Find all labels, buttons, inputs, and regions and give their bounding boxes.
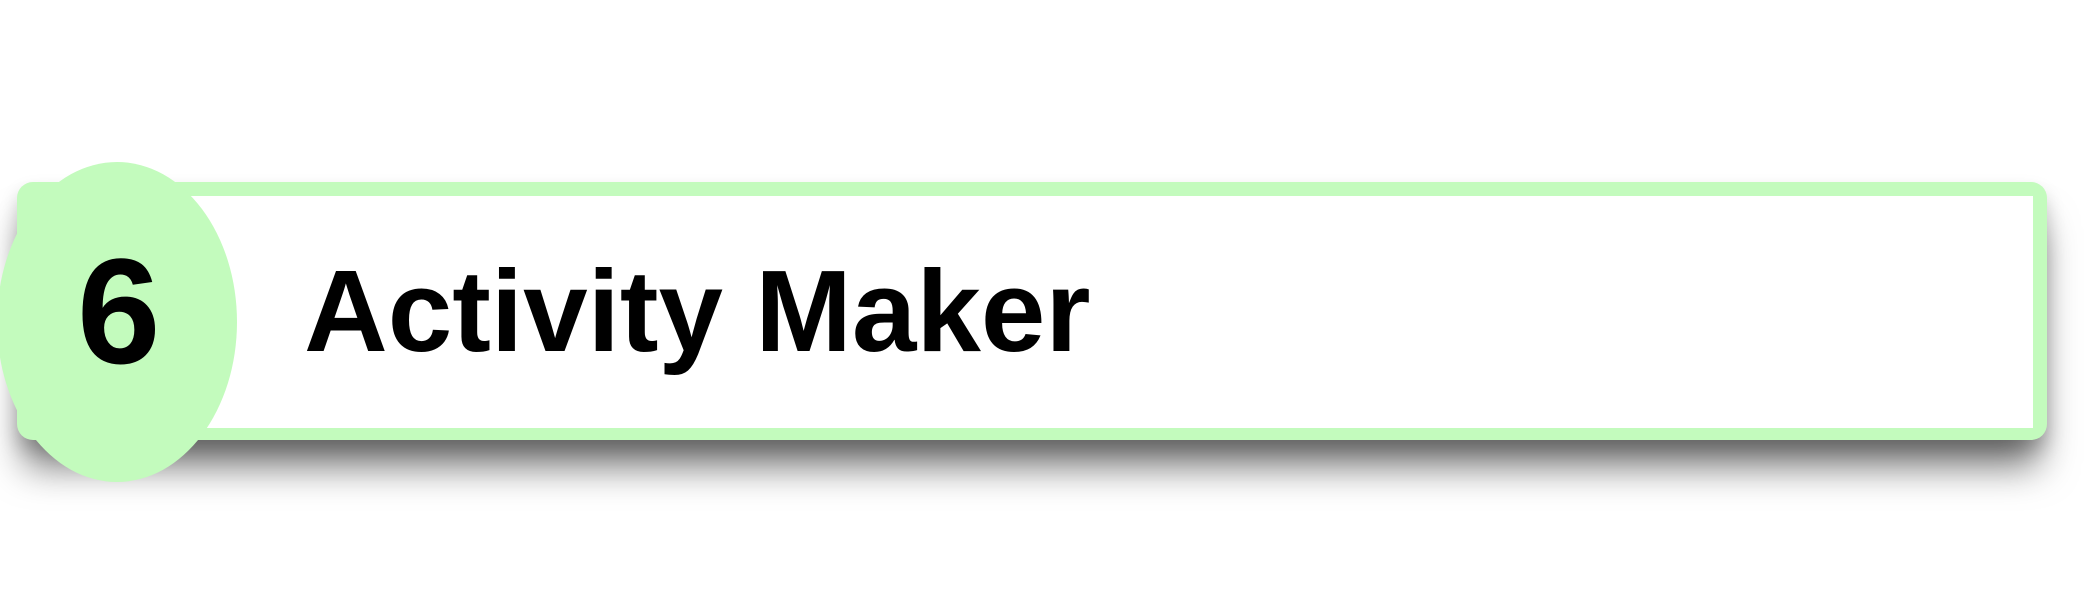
section-banner: 6 Activity Maker: [0, 162, 2047, 482]
number-badge: [0, 162, 237, 482]
section-title: Activity Maker: [304, 246, 1091, 376]
banner-title-panel: [157, 196, 2033, 428]
section-number: 6: [77, 227, 161, 395]
